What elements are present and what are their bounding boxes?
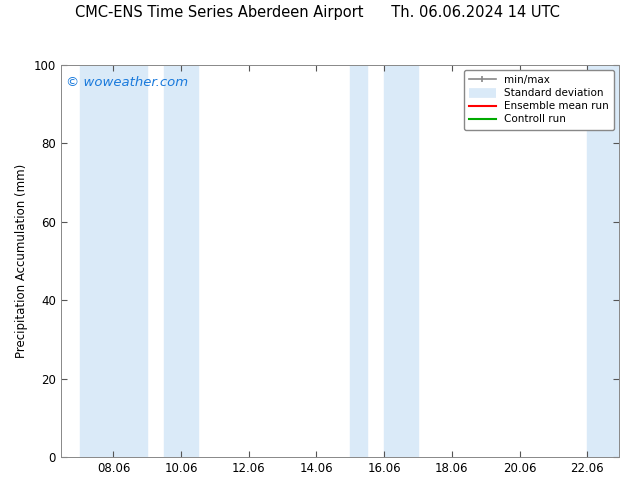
Bar	[351, 65, 367, 457]
Text: © woweather.com: © woweather.com	[66, 76, 188, 90]
Bar	[384, 65, 418, 457]
Legend: min/max, Standard deviation, Ensemble mean run, Controll run: min/max, Standard deviation, Ensemble me…	[464, 70, 614, 130]
Bar	[80, 65, 147, 457]
Y-axis label: Precipitation Accumulation (mm): Precipitation Accumulation (mm)	[15, 164, 28, 358]
Bar	[164, 65, 198, 457]
Bar	[587, 65, 619, 457]
Text: CMC-ENS Time Series Aberdeen Airport      Th. 06.06.2024 14 UTC: CMC-ENS Time Series Aberdeen Airport Th.…	[75, 5, 559, 20]
